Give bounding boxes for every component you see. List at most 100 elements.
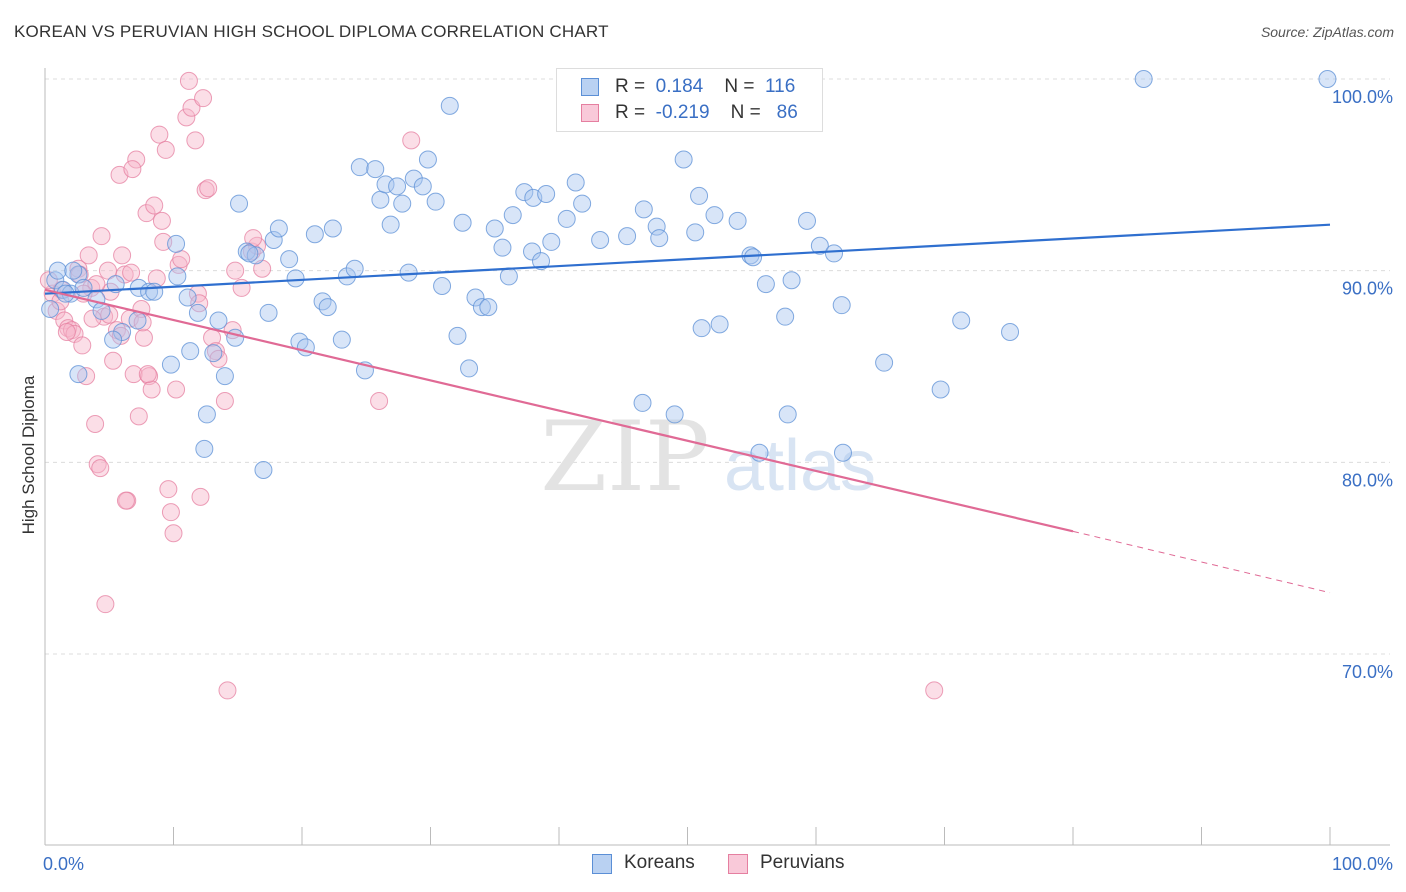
- data-point-peruvian: [91, 459, 110, 478]
- data-point-korean: [237, 242, 256, 261]
- data-point-korean: [226, 328, 245, 347]
- data-point-korean: [674, 150, 693, 169]
- data-point-korean: [371, 190, 390, 209]
- data-point-korean: [240, 244, 259, 263]
- data-point-peruvian: [194, 89, 213, 108]
- data-point-peruvian: [925, 681, 944, 700]
- x-tick-label: 100.0%: [1332, 854, 1393, 874]
- data-point-korean: [460, 359, 479, 378]
- data-point-korean: [542, 232, 561, 251]
- data-point-peruvian: [215, 392, 234, 410]
- data-point-korean: [113, 323, 132, 341]
- data-point-peruvian: [150, 125, 169, 144]
- data-point-korean: [591, 231, 610, 249]
- data-point-korean: [215, 367, 234, 386]
- data-point-peruvian: [77, 367, 96, 386]
- data-point-korean: [810, 236, 829, 255]
- data-point-korean: [345, 259, 364, 278]
- data-point-korean: [744, 248, 763, 267]
- data-point-korean: [778, 405, 797, 424]
- data-point-peruvian: [138, 365, 157, 384]
- data-point-korean: [404, 169, 423, 188]
- data-point-peruvian: [161, 503, 180, 522]
- data-point-peruvian: [199, 179, 218, 198]
- data-point-korean: [145, 282, 164, 301]
- bottom-legend-swatch-peruvians: [728, 854, 748, 874]
- series-peruvians: [39, 71, 944, 700]
- data-point-korean: [523, 242, 542, 261]
- data-point-peruvian: [179, 71, 198, 90]
- bottom-legend-label-peruvians: Peruvians: [760, 852, 845, 873]
- data-point-korean: [832, 296, 851, 315]
- data-point-peruvian: [39, 271, 58, 290]
- data-point-korean: [323, 219, 342, 238]
- data-point-korean: [798, 211, 817, 230]
- data-point-peruvian: [186, 131, 205, 150]
- data-point-peruvian: [122, 263, 141, 282]
- data-point-korean: [634, 200, 653, 219]
- y-tick-label: 90.0%: [1342, 279, 1393, 299]
- data-point-peruvian: [190, 294, 209, 313]
- legend-r-label: R =: [615, 102, 646, 123]
- data-point-korean: [557, 209, 576, 228]
- data-point-peruvian: [218, 681, 237, 700]
- data-point-korean: [128, 311, 147, 330]
- data-point-korean: [448, 326, 467, 345]
- data-point-korean: [318, 298, 337, 317]
- data-point-korean: [453, 213, 472, 232]
- data-point-korean: [413, 177, 432, 196]
- data-point-korean: [573, 194, 592, 213]
- data-point-korean: [178, 288, 197, 307]
- data-point-peruvian: [137, 204, 156, 223]
- data-point-korean: [104, 330, 123, 349]
- data-point-korean: [195, 439, 214, 458]
- data-point-peruvian: [104, 351, 123, 370]
- data-point-korean: [350, 158, 369, 177]
- data-point-peruvian: [226, 261, 245, 280]
- axes: [44, 68, 1390, 846]
- bottom-legend-swatch-koreans: [592, 854, 612, 874]
- data-point-korean: [197, 405, 216, 424]
- data-point-korean: [204, 344, 223, 363]
- data-point-korean: [875, 353, 894, 372]
- data-point-korean: [705, 206, 724, 225]
- data-point-peruvian: [47, 301, 66, 320]
- data-point-korean: [686, 223, 705, 242]
- legend-swatch-koreans: [581, 78, 599, 96]
- data-point-korean: [161, 355, 180, 374]
- data-point-korean: [181, 342, 200, 361]
- data-point-peruvian: [142, 380, 161, 399]
- data-point-korean: [485, 219, 504, 238]
- data-point-peruvian: [123, 160, 142, 179]
- data-point-korean: [399, 263, 418, 282]
- data-point-korean: [566, 173, 585, 192]
- legend-r-label: R =: [615, 76, 646, 97]
- data-point-peruvian: [172, 250, 191, 269]
- data-point-korean: [532, 252, 551, 271]
- watermark: ZIP atlas: [540, 401, 876, 513]
- data-point-peruvian: [402, 131, 421, 150]
- data-point-peruvian: [124, 365, 143, 384]
- data-point-peruvian: [177, 108, 196, 127]
- y-tick-label: 80.0%: [1342, 470, 1393, 490]
- data-point-korean: [269, 219, 288, 238]
- data-point-peruvian: [182, 98, 201, 117]
- legend-n-value-koreans: 116: [765, 76, 796, 97]
- data-point-korean: [824, 244, 843, 263]
- watermark-atlas: atlas: [724, 426, 876, 506]
- data-point-peruvian: [209, 349, 228, 368]
- data-point-korean: [756, 275, 775, 294]
- data-point-peruvian: [370, 392, 389, 410]
- data-point-korean: [782, 271, 801, 290]
- data-point-korean: [305, 225, 324, 244]
- data-point-peruvian: [164, 524, 183, 543]
- data-point-korean: [64, 261, 83, 280]
- data-point-korean: [479, 298, 498, 317]
- data-point-korean: [618, 227, 637, 246]
- data-point-korean: [426, 192, 445, 211]
- data-point-korean: [376, 175, 395, 194]
- data-point-korean: [650, 229, 669, 248]
- data-point-korean: [692, 319, 711, 338]
- data-point-korean: [209, 311, 228, 330]
- data-point-peruvian: [145, 196, 164, 215]
